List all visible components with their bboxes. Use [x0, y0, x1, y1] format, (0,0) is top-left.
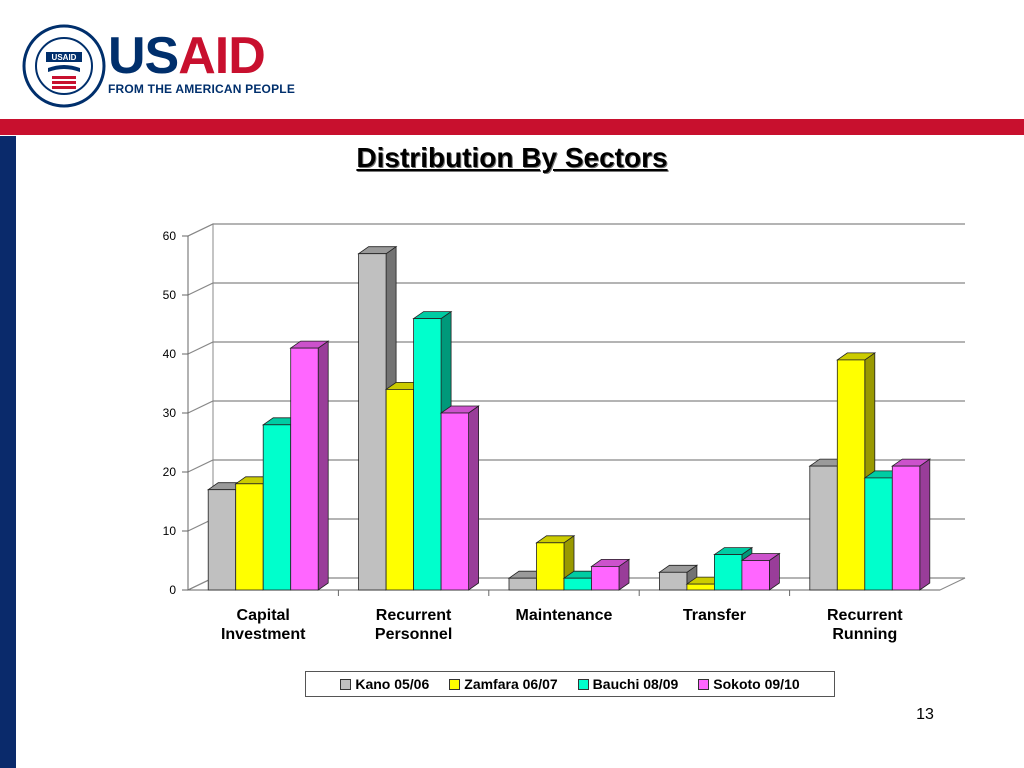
- x-tick-label: Recurrent: [827, 607, 903, 624]
- bar-side: [468, 405, 480, 591]
- x-tick-label: Transfer: [683, 607, 746, 624]
- brand-us: US: [108, 27, 179, 85]
- legend-label: Sokoto 09/10: [713, 676, 800, 692]
- bar: [809, 465, 838, 591]
- bar: [591, 566, 620, 591]
- header-band: [0, 119, 1024, 135]
- x-tick-label: Running: [832, 626, 897, 643]
- legend-item: Sokoto 09/10: [698, 676, 800, 692]
- gridline: [187, 341, 965, 355]
- gridline: [187, 400, 965, 414]
- bar: [536, 542, 565, 591]
- gridline: [187, 282, 965, 296]
- page-number: 13: [916, 706, 934, 723]
- slide-title: Distribution By Sectors: [0, 142, 1024, 174]
- bar: [262, 424, 292, 591]
- bar: [864, 477, 893, 591]
- legend-swatch: [340, 678, 352, 690]
- legend-label: Kano 05/06: [355, 676, 430, 692]
- left-accent-bar: [0, 136, 16, 768]
- y-tick-label: 20: [163, 465, 177, 479]
- y-tick-label: 0: [169, 583, 176, 597]
- bar: [207, 489, 237, 591]
- bar: [891, 465, 921, 591]
- bar: [413, 318, 442, 591]
- slide-title-text: Distribution By Sectors: [356, 142, 668, 173]
- bar: [659, 571, 688, 591]
- seal-center-text: USAID: [52, 53, 77, 62]
- bar: [563, 577, 592, 591]
- usaid-seal-icon: USAID: [22, 24, 106, 108]
- chart-legend: Kano 05/06 Zamfara 06/07 Bauchi 08/09 Sokot…: [305, 671, 835, 697]
- bar-side: [317, 340, 329, 591]
- bar-side: [919, 458, 931, 591]
- bar: [358, 253, 387, 591]
- bar: [836, 359, 866, 591]
- legend-item: Kano 05/06: [340, 676, 429, 692]
- legend-swatch: [449, 678, 461, 690]
- legend-swatch: [577, 678, 589, 690]
- x-tick-label: Maintenance: [516, 607, 613, 624]
- y-tick-label: 60: [163, 229, 177, 243]
- legend-item: Zamfara 06/07: [449, 676, 558, 692]
- bar: [385, 388, 415, 591]
- legend-item: Bauchi 08/09: [577, 676, 679, 692]
- x-tick-label: Personnel: [375, 626, 452, 643]
- brand-tagline: FROM THE AMERICAN PEOPLE: [108, 82, 296, 96]
- bar: [235, 483, 264, 591]
- legend-swatch: [698, 678, 710, 690]
- y-tick-label: 10: [163, 524, 177, 538]
- y-tick-label: 40: [163, 347, 177, 361]
- bar: [508, 577, 537, 591]
- x-tick-label: Recurrent: [376, 607, 452, 624]
- gridline: [187, 459, 965, 473]
- brand-wordmark: USAID: [108, 27, 266, 85]
- y-tick-label: 30: [163, 406, 177, 420]
- legend-label: Bauchi 08/09: [592, 676, 679, 692]
- bar: [686, 583, 715, 591]
- gridline: [187, 223, 965, 237]
- legend-label: Zamfara 06/07: [464, 676, 558, 692]
- brand-aid: AID: [178, 27, 266, 85]
- bar: [714, 554, 743, 591]
- bar: [440, 412, 470, 591]
- x-tick-label: Investment: [221, 626, 306, 643]
- y-tick-label: 50: [163, 288, 177, 302]
- bar: [290, 347, 319, 591]
- x-tick-label: Capital: [237, 607, 290, 624]
- bar: [741, 560, 770, 591]
